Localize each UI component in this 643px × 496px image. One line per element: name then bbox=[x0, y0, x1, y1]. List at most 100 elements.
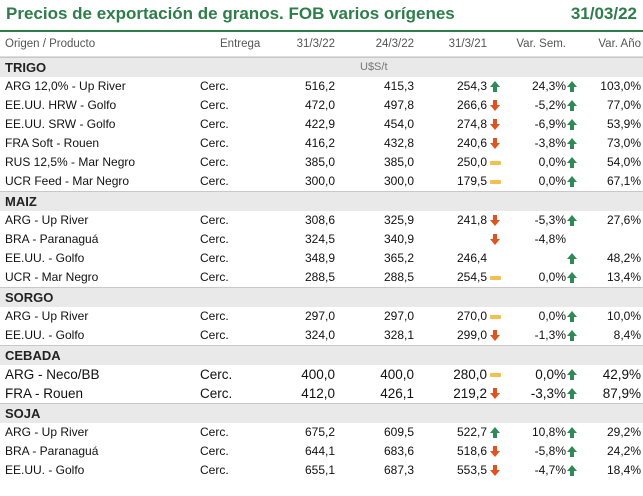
var-year: 24,2% bbox=[606, 444, 641, 458]
arrow-down-icon bbox=[490, 119, 500, 130]
delivery: Cerc. bbox=[200, 174, 229, 188]
var-week: 0,0% bbox=[538, 309, 566, 323]
arrow-up-icon bbox=[567, 119, 577, 130]
var-year: 18,4% bbox=[606, 463, 641, 477]
arrow-up-icon bbox=[567, 215, 577, 226]
var-year: 77,0% bbox=[606, 98, 641, 112]
price-year-ago: 299,0 bbox=[456, 328, 487, 342]
price-year-ago: 266,6 bbox=[456, 98, 487, 112]
delivery: Cerc. bbox=[200, 136, 229, 150]
product-name: EE.UU. SRW - Golfo bbox=[5, 117, 116, 131]
product-name: ARG - Up River bbox=[5, 213, 89, 227]
delivery: Cerc. bbox=[200, 213, 229, 227]
product-name: FRA Soft - Rouen bbox=[5, 136, 100, 150]
var-week: 0,0% bbox=[538, 174, 566, 188]
price-year-ago: 518,6 bbox=[456, 444, 487, 458]
price-current: 308,6 bbox=[304, 213, 335, 227]
var-year: 54,0% bbox=[606, 155, 641, 169]
price-week-ago: 325,9 bbox=[383, 213, 414, 227]
price-table: TRIGO U$S/t ARG 12,0% - Up River Cerc. 516,2… bbox=[0, 57, 643, 480]
arrow-up-icon bbox=[567, 369, 577, 380]
table-row: ARG 12,0% - Up River Cerc. 516,2 415,3 254,3… bbox=[0, 77, 643, 96]
col-var-year: Var. Año bbox=[598, 38, 641, 50]
table-row: UCR - Mar Negro Cerc. 288,5 288,5 254,5 0,0% 1… bbox=[0, 268, 643, 287]
arrow-up-icon bbox=[490, 81, 500, 92]
var-week: 0,0% bbox=[538, 270, 566, 284]
var-year: 13,4% bbox=[606, 270, 641, 284]
var-year: 27,6% bbox=[606, 213, 641, 227]
price-current: 655,1 bbox=[304, 463, 335, 477]
arrow-up-icon bbox=[567, 138, 577, 149]
product-name: ARG - Up River bbox=[5, 309, 89, 323]
col-date-2: 24/3/22 bbox=[375, 38, 414, 50]
price-current: 516,2 bbox=[304, 79, 335, 93]
price-week-ago: 609,5 bbox=[383, 425, 414, 439]
delivery: Cerc. bbox=[200, 98, 229, 112]
section-name: SORGO bbox=[5, 290, 54, 305]
price-year-ago: 553,5 bbox=[456, 463, 487, 477]
price-week-ago: 400,0 bbox=[380, 367, 414, 382]
var-week: 10,8% bbox=[531, 425, 566, 439]
price-current: 288,5 bbox=[304, 270, 335, 284]
price-week-ago: 426,1 bbox=[380, 386, 414, 401]
arrow-up-icon bbox=[567, 427, 577, 438]
var-year: 8,4% bbox=[613, 328, 641, 342]
arrow-up-icon bbox=[567, 100, 577, 111]
product-name: ARG - Neco/BB bbox=[5, 367, 100, 382]
var-week: -5,8% bbox=[534, 444, 566, 458]
delivery: Cerc. bbox=[200, 463, 229, 477]
no-change-icon bbox=[490, 180, 501, 184]
price-current: 422,9 bbox=[304, 117, 335, 131]
table-row: EE.UU. - Golfo Cerc. 324,0 328,1 299,0 -1,3% 8… bbox=[0, 326, 643, 345]
var-week: -5,3% bbox=[534, 213, 566, 227]
table-row: UCR Feed - Mar Negro Cerc. 300,0 300,0 179,5… bbox=[0, 172, 643, 191]
table-row: EE.UU. HRW - Golfo Cerc. 472,0 497,8 266,6 -5… bbox=[0, 96, 643, 115]
var-year: 42,9% bbox=[602, 367, 641, 382]
price-week-ago: 497,8 bbox=[383, 98, 414, 112]
price-current: 644,1 bbox=[304, 444, 335, 458]
arrow-down-icon bbox=[490, 234, 500, 245]
price-year-ago: 280,0 bbox=[453, 367, 487, 382]
arrow-up-icon bbox=[567, 465, 577, 476]
delivery: Cerc. bbox=[200, 328, 229, 342]
price-week-ago: 365,2 bbox=[383, 251, 414, 265]
price-year-ago: 246,4 bbox=[456, 251, 487, 265]
table-row: ARG - Up River Cerc. 297,0 297,0 270,0 0,0% 10… bbox=[0, 307, 643, 326]
var-year: 29,2% bbox=[606, 425, 641, 439]
table-row: EE.UU. SRW - Golfo Cerc. 422,9 454,0 274,8 -6… bbox=[0, 115, 643, 134]
section-name: TRIGO bbox=[5, 60, 47, 75]
col-date-3: 31/3/21 bbox=[448, 38, 487, 50]
table-row: ARG - Neco/BB Cerc. 400,0 400,0 280,0 0,0% 42,… bbox=[0, 365, 643, 384]
no-change-icon bbox=[490, 373, 501, 377]
delivery: Cerc. bbox=[200, 79, 229, 93]
delivery: Cerc. bbox=[200, 270, 229, 284]
delivery: Cerc. bbox=[200, 444, 229, 458]
product-name: RUS 12,5% - Mar Negro bbox=[5, 155, 136, 169]
report-date: 31/03/22 bbox=[570, 4, 637, 23]
product-name: EE.UU. HRW - Golfo bbox=[5, 98, 117, 112]
var-year: 67,1% bbox=[606, 174, 641, 188]
no-change-icon bbox=[490, 161, 501, 165]
delivery: Cerc. bbox=[200, 117, 229, 131]
table-row: FRA - Rouen Cerc. 412,0 426,1 219,2 -3,3% 87,9… bbox=[0, 384, 643, 403]
section-header-sorgo: SORGO bbox=[0, 287, 643, 307]
var-week: -3,8% bbox=[534, 136, 566, 150]
price-year-ago: 240,6 bbox=[456, 136, 487, 150]
price-current: 324,5 bbox=[304, 232, 335, 246]
col-var-week: Var. Sem. bbox=[516, 38, 566, 50]
price-year-ago: 274,8 bbox=[456, 117, 487, 131]
section-name: MAIZ bbox=[5, 194, 37, 209]
arrow-down-icon bbox=[490, 446, 500, 457]
section-name: SOJA bbox=[5, 406, 41, 421]
var-week: 0,0% bbox=[535, 367, 566, 382]
var-week: 0,0% bbox=[538, 155, 566, 169]
arrow-up-icon bbox=[567, 157, 577, 168]
column-header-row: Origen / Producto Entrega 31/3/22 24/3/2… bbox=[0, 32, 643, 57]
arrow-down-icon bbox=[490, 388, 500, 399]
arrow-down-icon bbox=[490, 330, 500, 341]
var-week: -4,8% bbox=[534, 232, 566, 246]
product-name: ARG 12,0% - Up River bbox=[5, 79, 126, 93]
price-current: 472,0 bbox=[304, 98, 335, 112]
table-row: RUS 12,5% - Mar Negro Cerc. 385,0 385,0 250,… bbox=[0, 153, 643, 172]
product-name: FRA - Rouen bbox=[5, 386, 84, 401]
